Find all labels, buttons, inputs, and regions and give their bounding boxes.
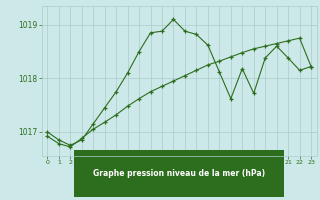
X-axis label: Graphe pression niveau de la mer (hPa): Graphe pression niveau de la mer (hPa): [93, 169, 265, 178]
